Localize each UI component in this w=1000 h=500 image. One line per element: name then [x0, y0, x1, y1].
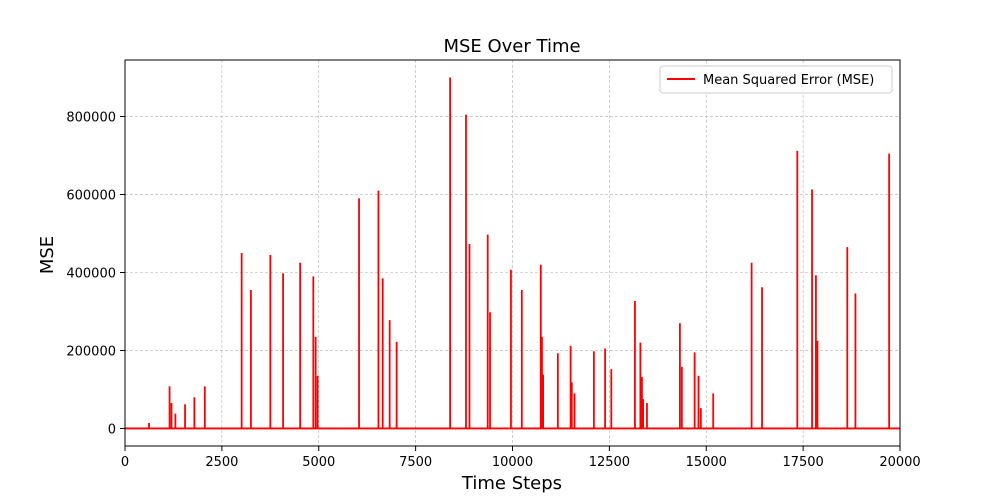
- y-tick-label: 200000: [66, 344, 116, 359]
- axis-ticks: 0 2500 5000 7500 10000 12500 15000 17500 2000002…: [66, 111, 920, 470]
- y-tick-label: 0: [108, 422, 116, 437]
- y-axis-label: MSE: [37, 236, 58, 274]
- legend-box: [659, 65, 893, 94]
- x-tick-label: 20000: [879, 455, 920, 470]
- x-tick-label: 17500: [782, 455, 823, 470]
- x-tick-label: 0: [121, 455, 129, 470]
- x-tick-label: 10000: [492, 455, 533, 470]
- series-layer: [125, 77, 900, 430]
- y-tick-label: 800000: [66, 111, 116, 126]
- x-tick-label: 7500: [399, 455, 432, 470]
- legend: Mean Squared Error (MSE): [659, 65, 893, 94]
- x-axis-label: Time Steps: [461, 473, 562, 494]
- x-tick-label: 5000: [302, 455, 335, 470]
- y-tick-label: 600000: [66, 189, 116, 204]
- chart-title: MSE Over Time: [443, 36, 580, 57]
- legend-label-mse: Mean Squared Error (MSE): [703, 73, 874, 88]
- x-tick-label: 12500: [589, 455, 630, 470]
- y-tick-label: 400000: [66, 266, 116, 281]
- x-tick-label: 2500: [205, 455, 238, 470]
- x-tick-label: 15000: [686, 455, 727, 470]
